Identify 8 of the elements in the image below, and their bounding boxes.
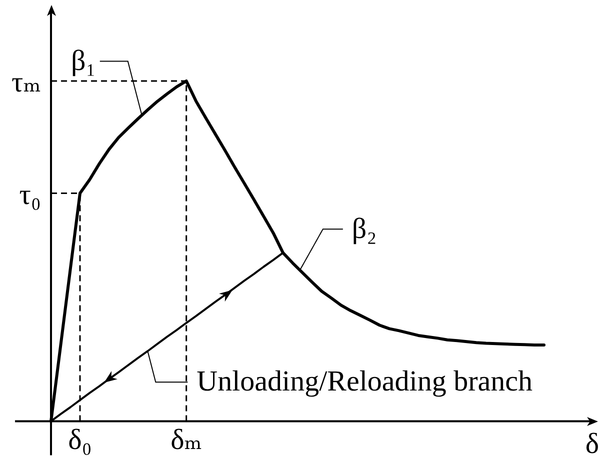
ref-line-label: τ₀: [19, 178, 41, 211]
x-tick-label: δₘ: [170, 424, 202, 456]
ref-line-label: τₘ: [12, 66, 41, 99]
annotation: β₂: [352, 212, 377, 245]
text: β₁: [70, 44, 96, 77]
x-axis-title: δ: [585, 428, 599, 460]
annotation: Unloading/Reloading branch: [196, 366, 534, 398]
x-tick-label: δ₀: [68, 424, 92, 456]
